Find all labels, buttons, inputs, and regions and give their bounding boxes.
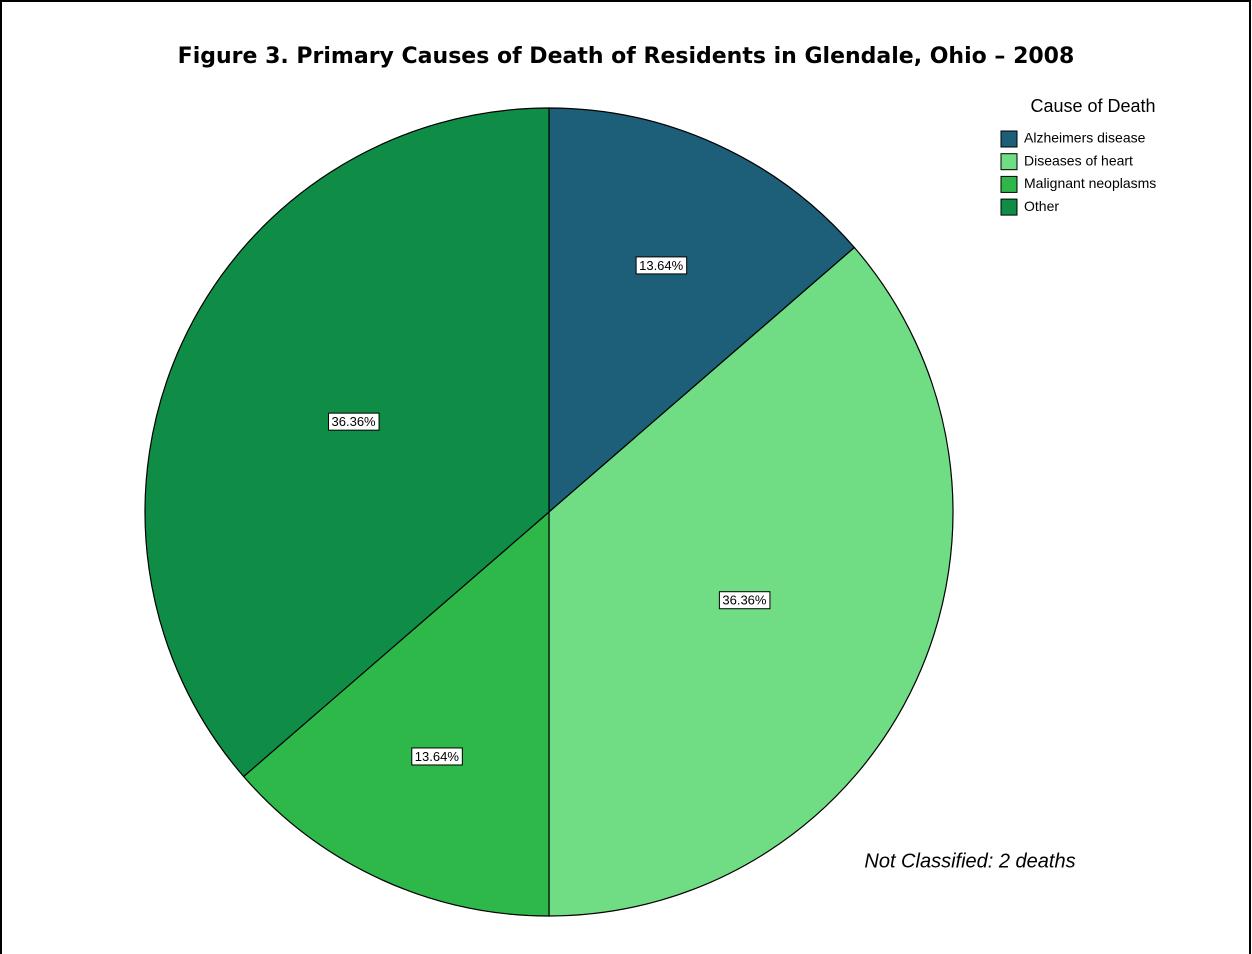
slice-label: 13.64% — [639, 258, 684, 273]
slice-label: 36.36% — [332, 414, 377, 429]
slice-label-box — [635, 256, 688, 275]
legend-swatch — [1000, 153, 1018, 171]
legend-label: Malignant neoplasms — [1024, 175, 1156, 191]
legend-title: Cause of Death — [1030, 96, 1155, 116]
pie-slice — [242, 510, 550, 917]
legend-label: Diseases of heart — [1024, 152, 1133, 168]
legend-swatch — [1000, 198, 1018, 216]
annotation: Not Classified: 2 deaths — [864, 850, 1075, 872]
slice-label-box — [718, 591, 771, 610]
slice-label-box — [411, 747, 463, 766]
pie-slice — [548, 246, 954, 917]
pie-slice — [144, 107, 550, 778]
legend-swatch — [1000, 175, 1018, 193]
legend-swatch — [1000, 130, 1018, 148]
legend-label: Alzheimers disease — [1024, 130, 1146, 146]
slice-label: 13.64% — [415, 749, 460, 764]
pie-slice — [548, 107, 856, 514]
legend-label: Other — [1024, 198, 1059, 214]
chart-title: Figure 3. Primary Causes of Death of Res… — [178, 44, 1075, 69]
slice-label: 36.36% — [722, 593, 767, 608]
slice-label-box — [328, 412, 380, 431]
